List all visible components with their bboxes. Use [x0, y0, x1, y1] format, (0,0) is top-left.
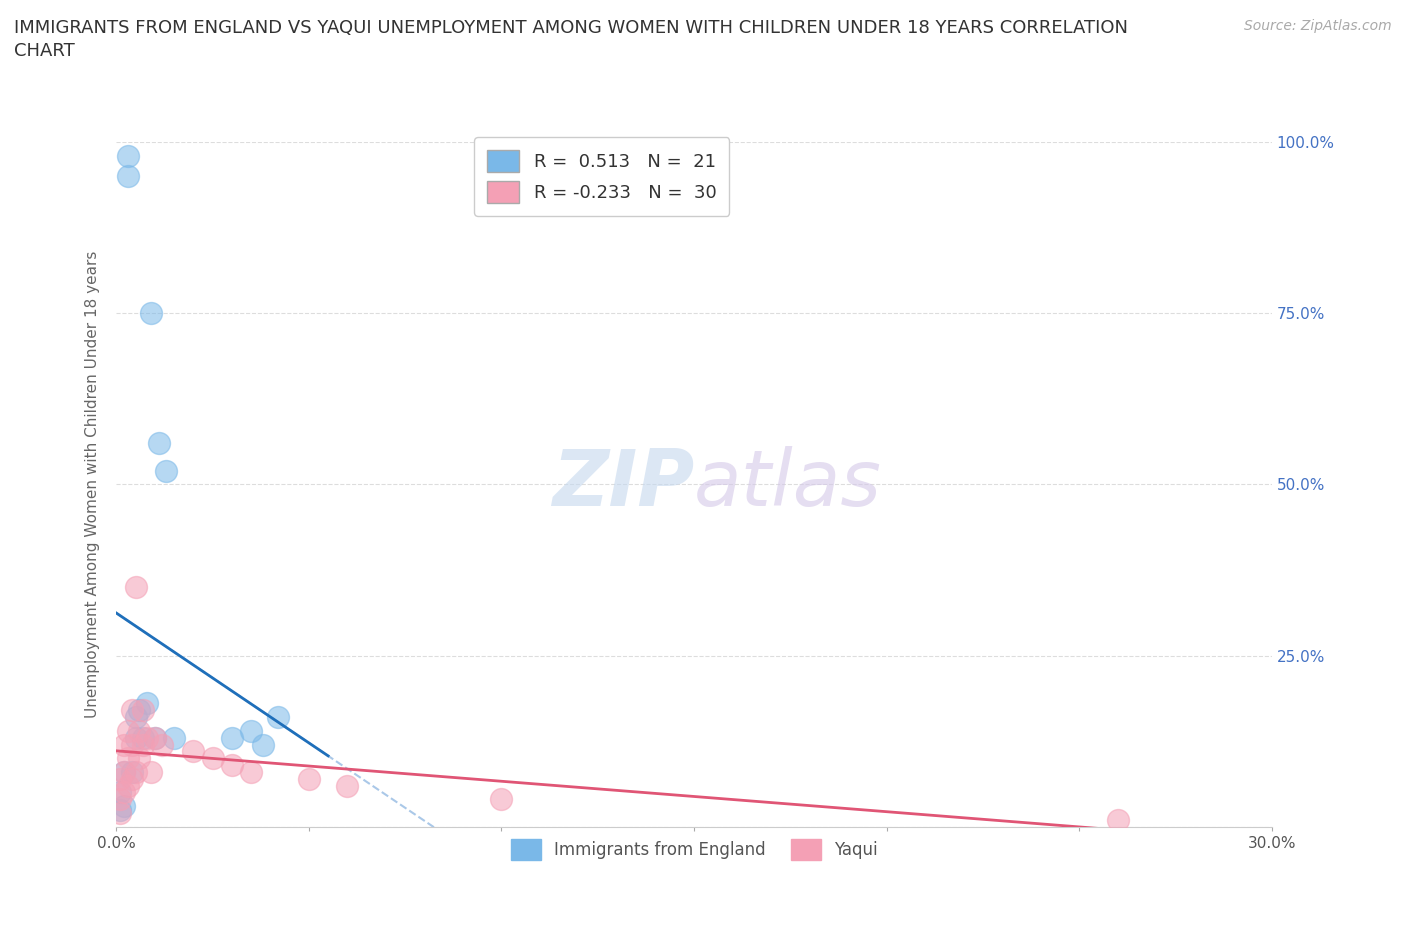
Point — [240, 724, 263, 738]
Text: Source: ZipAtlas.com: Source: ZipAtlas.com — [1244, 19, 1392, 33]
Point — [148, 436, 170, 451]
Point — [124, 710, 146, 724]
Point — [124, 579, 146, 594]
Point — [128, 703, 150, 718]
Point — [117, 724, 139, 738]
Point — [1107, 813, 1129, 828]
Point — [155, 463, 177, 478]
Point — [136, 730, 159, 745]
Point — [128, 751, 150, 765]
Point — [108, 771, 131, 786]
Text: atlas: atlas — [695, 446, 882, 523]
Point — [108, 803, 131, 817]
Point — [117, 751, 139, 765]
Point — [336, 778, 359, 793]
Point — [221, 758, 243, 773]
Point — [112, 799, 135, 814]
Point — [128, 724, 150, 738]
Point — [117, 778, 139, 793]
Point — [108, 785, 131, 800]
Point — [163, 730, 186, 745]
Point — [139, 306, 162, 321]
Point — [240, 764, 263, 779]
Point — [112, 764, 135, 779]
Point — [221, 730, 243, 745]
Point — [117, 148, 139, 163]
Point — [112, 737, 135, 752]
Point — [132, 703, 155, 718]
Point — [124, 730, 146, 745]
Point — [112, 764, 135, 779]
Text: IMMIGRANTS FROM ENGLAND VS YAQUI UNEMPLOYMENT AMONG WOMEN WITH CHILDREN UNDER 18: IMMIGRANTS FROM ENGLAND VS YAQUI UNEMPLO… — [14, 19, 1128, 60]
Point — [117, 168, 139, 183]
Point — [132, 737, 155, 752]
Y-axis label: Unemployment Among Women with Children Under 18 years: Unemployment Among Women with Children U… — [86, 250, 100, 718]
Point — [112, 785, 135, 800]
Point — [491, 791, 513, 806]
Point — [252, 737, 274, 752]
Point — [143, 730, 166, 745]
Point — [108, 791, 131, 806]
Legend: Immigrants from England, Yaqui: Immigrants from England, Yaqui — [503, 832, 884, 867]
Point — [124, 764, 146, 779]
Point — [121, 771, 143, 786]
Point — [121, 703, 143, 718]
Point — [267, 710, 290, 724]
Text: ZIP: ZIP — [551, 446, 695, 523]
Point — [181, 744, 204, 759]
Point — [143, 730, 166, 745]
Point — [121, 764, 143, 779]
Point — [108, 805, 131, 820]
Point — [136, 696, 159, 711]
Point — [152, 737, 174, 752]
Point — [201, 751, 224, 765]
Point — [132, 730, 155, 745]
Point — [139, 764, 162, 779]
Point — [121, 737, 143, 752]
Point — [298, 771, 321, 786]
